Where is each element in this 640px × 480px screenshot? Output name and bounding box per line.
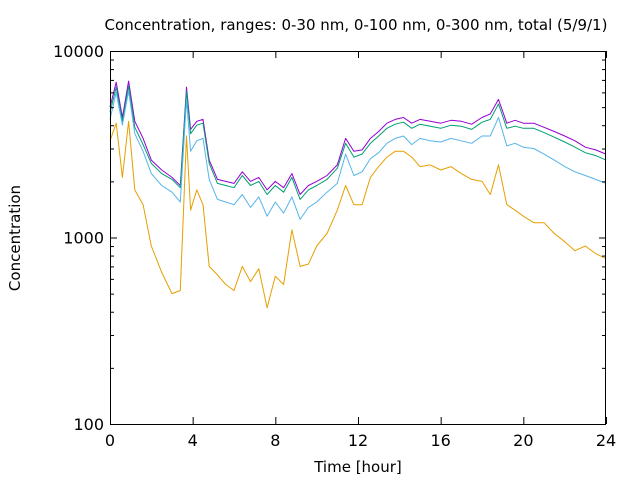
series-line-3 bbox=[109, 90, 607, 220]
chart-title: Concentration, ranges: 0-30 nm, 0-100 nm… bbox=[105, 16, 608, 34]
tick-layer: 0 4 8 12 16 20 24 100 1000 10000 bbox=[53, 42, 616, 450]
series-line-2 bbox=[109, 85, 607, 200]
x-tick-label: 0 bbox=[105, 431, 115, 450]
x-tick-label: 16 bbox=[430, 431, 450, 450]
x-tick-label: 12 bbox=[348, 431, 368, 450]
y-tick-label: 10000 bbox=[53, 42, 104, 61]
x-tick-label: 8 bbox=[270, 431, 280, 450]
plot-frame bbox=[110, 51, 606, 425]
x-tick-label: 24 bbox=[596, 431, 616, 450]
y-axis-title: Concentration bbox=[6, 185, 24, 291]
y-tick-label: 1000 bbox=[63, 229, 104, 248]
x-tick-label: 4 bbox=[188, 431, 198, 450]
y-tick-label: 100 bbox=[73, 415, 104, 434]
x-tick-label: 20 bbox=[513, 431, 533, 450]
series-line-4 bbox=[109, 120, 607, 309]
x-axis-title: Time [hour] bbox=[313, 458, 402, 476]
series-layer bbox=[109, 80, 607, 309]
